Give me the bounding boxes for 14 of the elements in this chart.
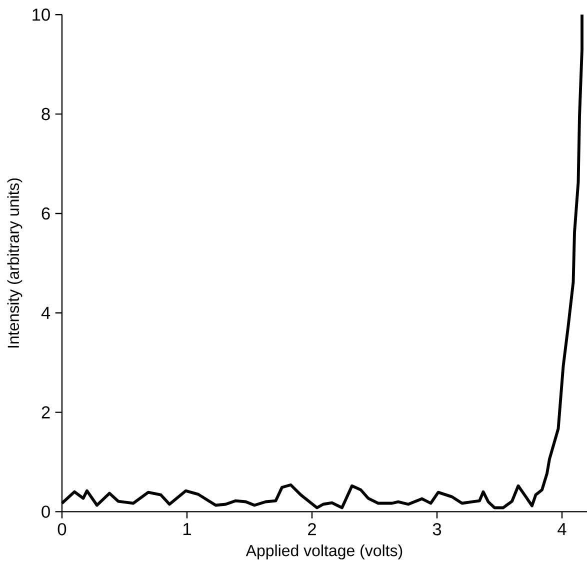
x-tick-label: 0 [58,523,66,536]
y-tick-label: 6 [42,207,50,220]
x-axis-title: Applied voltage (volts) [246,544,402,560]
y-tick-label: 10 [32,8,50,21]
x-tick-label: 4 [558,523,566,536]
y-tick-label: 2 [42,406,50,419]
y-axis-title: Intensity (arbitrary units) [7,178,22,348]
line-series [60,13,584,510]
x-tick-label: 3 [432,523,442,536]
y-tick-label: 4 [41,307,50,320]
x-tick-label: 1 [183,523,191,536]
x-tick-label: 2 [308,523,316,536]
y-tick-label: 8 [42,108,50,120]
y-tick-label: 0 [42,506,50,518]
